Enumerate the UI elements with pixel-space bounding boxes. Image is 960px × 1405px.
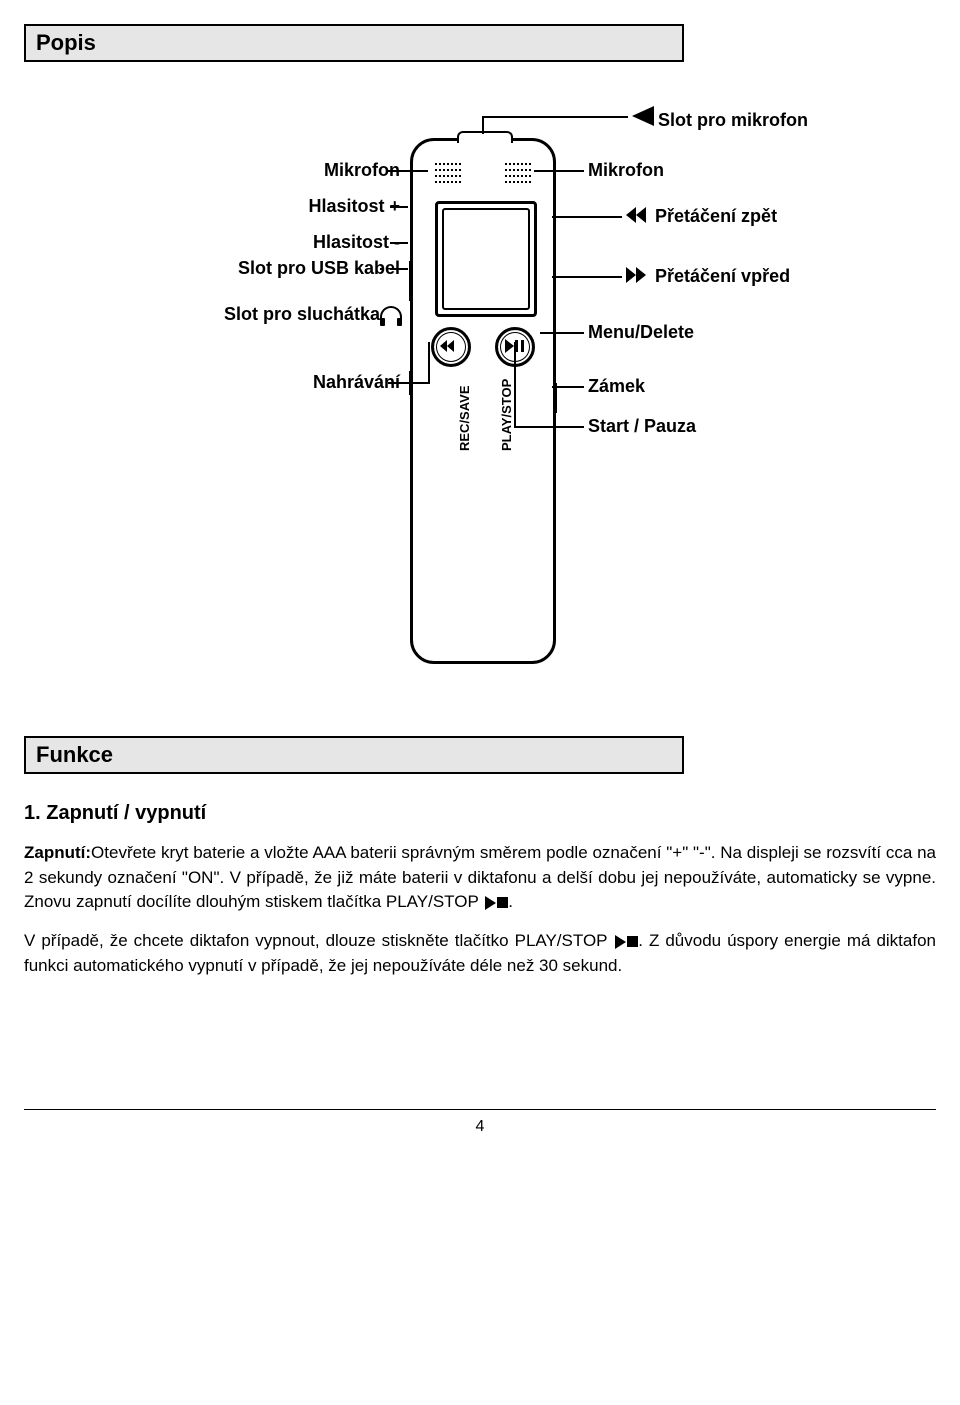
play-stop-icon: [615, 929, 638, 954]
label-rewind-text: Přetáčení zpět: [655, 206, 777, 226]
leader-line: [514, 426, 584, 428]
leader-line: [540, 332, 584, 334]
label-headphone-slot: Slot pro sluchátka: [224, 304, 380, 325]
label-ffwd-text: Přetáčení vpřed: [655, 266, 790, 286]
para2-a: V případě, že chcete diktafon vypnout, d…: [24, 931, 607, 950]
leader-line: [482, 116, 628, 118]
para1-bold: Zapnutí:: [24, 843, 91, 862]
label-mikrofon-right: Mikrofon: [588, 160, 664, 181]
leader-line: [388, 382, 428, 384]
para1-tail: .: [508, 892, 513, 911]
arrow-icon: [632, 106, 654, 126]
side-switch-left-a: [409, 261, 412, 301]
diagram-container: REC/SAVE PLAY/STOP Slot pro mikrofon Mik…: [24, 88, 936, 688]
section-header-funkce: Funkce: [24, 736, 684, 774]
label-ffwd: Přetáčení vpřed: [626, 266, 790, 288]
device-label-play: PLAY/STOP: [499, 379, 514, 451]
label-recording: Nahrávání: [313, 372, 400, 393]
label-vol-down: Hlasitost -: [313, 232, 400, 253]
leader-line: [386, 170, 428, 172]
leader-line: [390, 242, 408, 244]
leader-line: [552, 386, 584, 388]
label-rewind: Přetáčení zpět: [626, 206, 777, 228]
subheading-power: 1. Zapnutí / vypnutí: [24, 802, 936, 825]
device-label-rec: REC/SAVE: [457, 386, 472, 452]
leader-line: [514, 342, 516, 428]
label-usb-slot: Slot pro USB kabel: [238, 258, 400, 279]
mic-grille-right: [505, 159, 531, 185]
play-stop-icon: [485, 890, 508, 915]
label-start-pause: Start / Pauza: [588, 416, 696, 437]
leader-line: [552, 276, 622, 278]
device-rec-button: [431, 327, 471, 367]
body-text: Zapnutí:Otevřete kryt baterie a vložte A…: [24, 841, 936, 979]
headphone-icon: [380, 306, 402, 322]
leader-line: [482, 116, 484, 134]
label-menu-delete: Menu/Delete: [588, 322, 694, 343]
para1-text: Otevřete kryt baterie a vložte AAA bater…: [24, 843, 936, 911]
paragraph-1: Zapnutí:Otevřete kryt baterie a vložte A…: [24, 841, 936, 915]
ffwd-icon: [626, 267, 646, 288]
page-number: 4: [24, 1118, 936, 1136]
leader-line: [390, 268, 408, 270]
leader-line: [390, 206, 408, 208]
leader-line: [534, 170, 584, 172]
label-mic-slot: Slot pro mikrofon: [658, 110, 808, 131]
leader-line: [428, 342, 430, 384]
leader-line: [552, 216, 622, 218]
device-body: REC/SAVE PLAY/STOP: [410, 138, 556, 664]
label-vol-up: Hlasitost +: [308, 196, 400, 217]
label-lock: Zámek: [588, 376, 645, 397]
footer-rule: [24, 1109, 936, 1110]
device-diagram: REC/SAVE PLAY/STOP Slot pro mikrofon Mik…: [90, 88, 870, 688]
rewind-icon: [626, 207, 646, 228]
section-header-popis: Popis: [24, 24, 684, 62]
leader-line: [380, 268, 382, 270]
paragraph-2: V případě, že chcete diktafon vypnout, d…: [24, 929, 936, 978]
device-screen: [435, 201, 537, 317]
device-top-connector: [457, 131, 513, 143]
mic-grille-left: [435, 159, 461, 185]
